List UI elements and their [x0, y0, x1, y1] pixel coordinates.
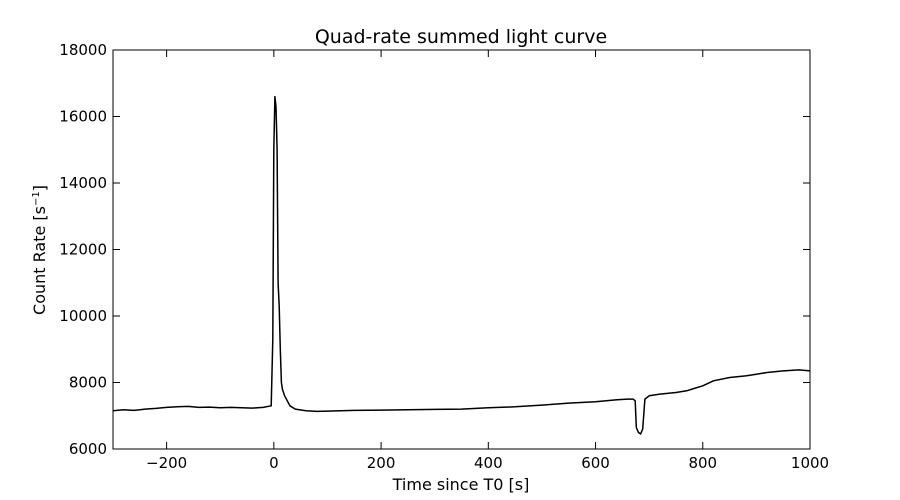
- plot-frame: [112, 49, 811, 450]
- light-curve-line: [112, 95, 811, 435]
- x-tick-label: 1000: [791, 454, 829, 472]
- y-axis-label-main: Count Rate [s: [30, 206, 49, 315]
- x-axis-label: Time since T0 [s]: [392, 475, 530, 494]
- y-tick-label: 10000: [59, 307, 107, 325]
- x-tick-label: 600: [581, 454, 610, 472]
- y-tick-label: 14000: [59, 174, 107, 192]
- y-tick-label: 16000: [59, 108, 107, 126]
- y-tick-label: 8000: [69, 374, 107, 392]
- y-tick-label: 18000: [59, 41, 107, 59]
- y-tick-label: 6000: [69, 440, 107, 458]
- x-tick-label: 400: [474, 454, 503, 472]
- x-tick-label: 800: [688, 454, 717, 472]
- chart-title: Quad-rate summed light curve: [315, 26, 607, 48]
- x-tick-label: 200: [367, 454, 396, 472]
- y-axis-label-superscript: −1: [31, 191, 42, 206]
- x-tick-label: −200: [146, 454, 187, 472]
- y-axis-label-close: ]: [30, 185, 49, 191]
- y-axis-label: Count Rate [s−1]: [30, 185, 49, 315]
- y-tick-label: 12000: [59, 241, 107, 259]
- x-tick-label: 0: [269, 454, 279, 472]
